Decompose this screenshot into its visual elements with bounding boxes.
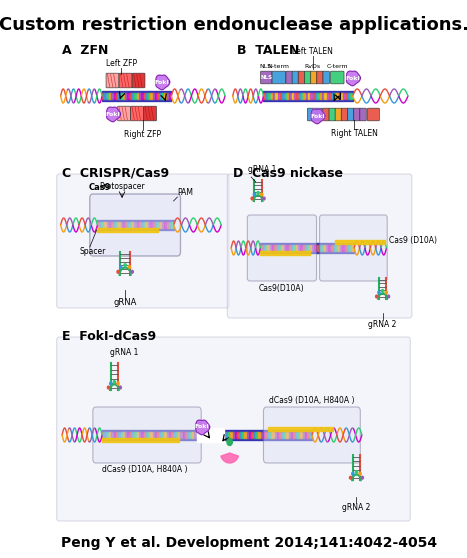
- Circle shape: [385, 291, 387, 294]
- FancyBboxPatch shape: [304, 71, 311, 84]
- FancyBboxPatch shape: [118, 106, 130, 121]
- FancyBboxPatch shape: [319, 215, 387, 281]
- Circle shape: [349, 477, 352, 479]
- Circle shape: [124, 264, 126, 267]
- FancyBboxPatch shape: [106, 73, 119, 88]
- Circle shape: [119, 386, 121, 389]
- Text: Left TALEN: Left TALEN: [292, 47, 333, 56]
- Polygon shape: [311, 109, 325, 124]
- FancyBboxPatch shape: [93, 407, 201, 463]
- FancyBboxPatch shape: [263, 407, 361, 463]
- Text: B  TALEN: B TALEN: [237, 44, 300, 57]
- Text: FokI: FokI: [345, 75, 360, 80]
- Text: FokI: FokI: [155, 79, 170, 84]
- Text: FokI: FokI: [310, 113, 325, 118]
- FancyBboxPatch shape: [360, 108, 366, 121]
- Circle shape: [359, 472, 361, 475]
- Circle shape: [107, 386, 110, 389]
- FancyBboxPatch shape: [144, 106, 156, 121]
- Polygon shape: [347, 71, 361, 86]
- Text: NLS: NLS: [260, 64, 272, 69]
- Circle shape: [251, 197, 253, 200]
- Polygon shape: [156, 75, 170, 90]
- FancyBboxPatch shape: [323, 71, 329, 84]
- FancyBboxPatch shape: [323, 108, 329, 121]
- Text: dCas9 (D10A, H840A ): dCas9 (D10A, H840A ): [269, 396, 354, 405]
- FancyBboxPatch shape: [329, 108, 336, 121]
- FancyBboxPatch shape: [248, 215, 317, 281]
- Text: Cas9(D10A): Cas9(D10A): [259, 284, 305, 293]
- Text: NLS: NLS: [260, 75, 272, 80]
- Text: Custom restriction endonuclease applications.: Custom restriction endonuclease applicat…: [0, 16, 467, 34]
- Circle shape: [113, 381, 115, 383]
- Text: dCas9 (D10A, H840A ): dCas9 (D10A, H840A ): [102, 465, 188, 474]
- Text: C-term: C-term: [326, 64, 348, 69]
- Text: Right ZFP: Right ZFP: [124, 130, 162, 139]
- FancyBboxPatch shape: [286, 71, 292, 84]
- Text: gRNA 1: gRNA 1: [248, 165, 276, 174]
- Circle shape: [120, 266, 122, 268]
- Circle shape: [355, 471, 358, 474]
- Circle shape: [378, 291, 380, 294]
- FancyBboxPatch shape: [57, 337, 410, 521]
- Text: Left ZFP: Left ZFP: [106, 59, 137, 68]
- Text: FokI: FokI: [106, 112, 120, 117]
- Circle shape: [128, 266, 131, 268]
- Circle shape: [117, 382, 119, 385]
- Circle shape: [257, 191, 259, 194]
- FancyBboxPatch shape: [341, 108, 348, 121]
- Circle shape: [261, 193, 263, 196]
- Text: Right TALEN: Right TALEN: [331, 129, 378, 138]
- Circle shape: [131, 271, 133, 273]
- Text: Peng Y et al. Development 2014;141:4042-4054: Peng Y et al. Development 2014;141:4042-…: [61, 536, 437, 550]
- FancyBboxPatch shape: [298, 71, 305, 84]
- Text: A  ZFN: A ZFN: [62, 44, 108, 57]
- Text: Spacer: Spacer: [79, 247, 106, 256]
- Circle shape: [361, 477, 363, 479]
- Circle shape: [110, 382, 112, 385]
- FancyBboxPatch shape: [311, 71, 317, 84]
- Text: Cas9: Cas9: [88, 183, 111, 192]
- Text: gRNA 2: gRNA 2: [368, 320, 397, 329]
- Text: PAM: PAM: [177, 188, 193, 197]
- FancyBboxPatch shape: [292, 71, 299, 84]
- Polygon shape: [107, 107, 120, 122]
- FancyBboxPatch shape: [368, 108, 379, 121]
- FancyBboxPatch shape: [132, 73, 145, 88]
- Text: E  FokI-dCas9: E FokI-dCas9: [62, 330, 156, 343]
- FancyBboxPatch shape: [317, 71, 323, 84]
- Text: gRNA: gRNA: [113, 298, 137, 307]
- FancyBboxPatch shape: [272, 71, 286, 84]
- Text: gRNA 1: gRNA 1: [110, 348, 138, 357]
- FancyBboxPatch shape: [119, 73, 132, 88]
- FancyBboxPatch shape: [131, 106, 143, 121]
- Circle shape: [254, 193, 255, 196]
- FancyBboxPatch shape: [57, 174, 229, 308]
- FancyBboxPatch shape: [90, 194, 180, 256]
- FancyBboxPatch shape: [335, 108, 342, 121]
- Circle shape: [263, 197, 265, 200]
- FancyBboxPatch shape: [354, 108, 360, 121]
- Text: Protospacer: Protospacer: [99, 182, 145, 191]
- FancyBboxPatch shape: [347, 108, 354, 121]
- FancyBboxPatch shape: [227, 174, 412, 318]
- Circle shape: [375, 295, 378, 298]
- Circle shape: [352, 472, 354, 475]
- FancyBboxPatch shape: [331, 71, 344, 84]
- Text: Cas9 (D10A): Cas9 (D10A): [389, 235, 437, 244]
- Circle shape: [388, 295, 389, 298]
- Text: gRNA 2: gRNA 2: [342, 503, 371, 512]
- Text: N-term: N-term: [268, 64, 290, 69]
- FancyBboxPatch shape: [261, 71, 272, 84]
- Circle shape: [227, 439, 233, 445]
- Text: FokI: FokI: [195, 425, 209, 430]
- Polygon shape: [221, 453, 239, 463]
- Text: D  Cas9 nickase: D Cas9 nickase: [233, 167, 343, 180]
- Polygon shape: [196, 420, 210, 435]
- FancyBboxPatch shape: [307, 108, 323, 121]
- Circle shape: [382, 290, 384, 292]
- Text: RvDs: RvDs: [304, 64, 321, 69]
- Text: C  CRISPR/Cas9: C CRISPR/Cas9: [62, 167, 169, 180]
- Circle shape: [117, 271, 119, 273]
